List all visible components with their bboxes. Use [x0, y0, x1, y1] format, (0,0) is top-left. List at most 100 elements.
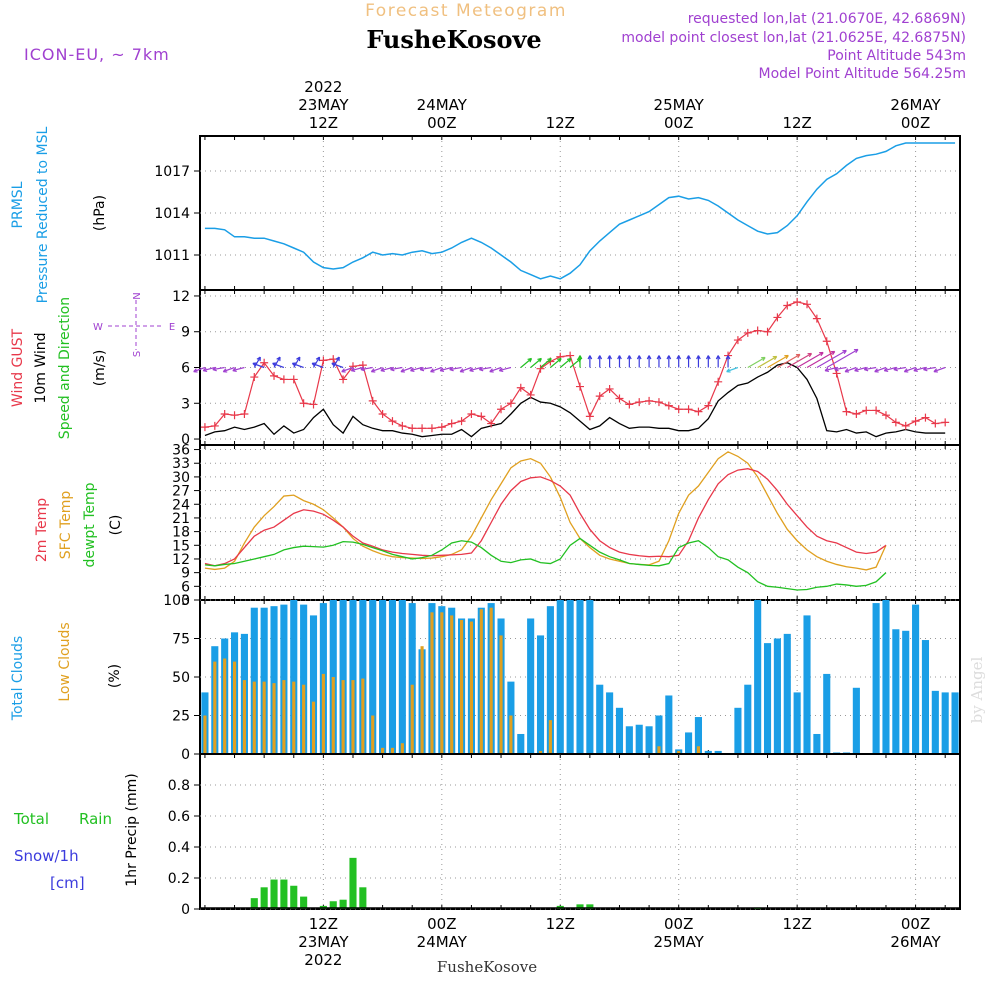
- wind-dir-arrow: [864, 366, 877, 371]
- total-cloud-bar: [685, 732, 693, 754]
- rain-bar: [300, 896, 308, 909]
- gust-marker: [595, 392, 604, 401]
- low-cloud-bar: [282, 680, 286, 754]
- compass-e: E: [169, 322, 175, 333]
- low-cloud-bar: [657, 746, 661, 754]
- gust-marker: [822, 337, 831, 346]
- time-label-bottom: 24MAY: [417, 933, 468, 951]
- y-tick-label: 24: [172, 497, 190, 513]
- gust-marker: [684, 405, 693, 414]
- total-cloud-bar: [803, 615, 811, 754]
- wind-dir-arrow: [806, 350, 836, 369]
- wind-dir-arrowhead: [893, 366, 898, 372]
- gust-marker: [901, 421, 910, 430]
- gust-marker: [654, 398, 663, 407]
- low-cloud-bar: [479, 609, 483, 754]
- gust-marker: [605, 384, 614, 393]
- low-cloud-bar: [509, 715, 513, 754]
- low-cloud-bar: [410, 684, 414, 754]
- gust-marker: [289, 375, 298, 384]
- gust-marker: [250, 373, 259, 382]
- panel-pressure: 1011 1014 1017: [154, 135, 961, 291]
- compass-s: S: [132, 351, 143, 357]
- y-tick-label: 3: [181, 593, 190, 609]
- wind-dir-arrow: [469, 366, 482, 372]
- total-cloud-bar: [309, 615, 318, 754]
- low-cloud-bar: [469, 621, 473, 754]
- gust-marker: [398, 421, 407, 430]
- total-cloud-bar: [931, 690, 939, 754]
- wind-dir-arrowhead: [646, 355, 652, 360]
- y-tick-label: 6: [181, 361, 190, 377]
- gust-marker: [842, 407, 851, 416]
- wind-dir-arrow: [371, 366, 383, 373]
- wind-dir-arrowhead: [819, 351, 824, 357]
- wind-dir-arrowhead: [256, 356, 261, 362]
- wind-dir-arrowhead: [795, 353, 801, 359]
- total-cloud-bar: [408, 603, 416, 754]
- low-cloud-bar: [450, 615, 454, 754]
- wind-dir-arrow: [430, 366, 443, 373]
- credit-text: by Angel: [968, 656, 986, 723]
- total-cloud-bar: [369, 600, 377, 754]
- wind-dir-arrow: [439, 366, 452, 372]
- wind-dir-arrowhead: [557, 357, 562, 363]
- y-tick-label: 0: [181, 902, 190, 918]
- wind-dir-arrow: [212, 366, 225, 371]
- wind-dir-arrow: [272, 362, 285, 369]
- wind-dir-arrow: [292, 362, 304, 369]
- wind-dir-arrowhead: [410, 367, 415, 373]
- panel-frame: [199, 444, 961, 601]
- y-tick-label: 0: [181, 747, 190, 763]
- wind-dir-arrowhead: [331, 362, 336, 367]
- gust-marker: [487, 419, 496, 428]
- wind-dir-arrow: [193, 366, 206, 373]
- low-cloud-bar: [232, 661, 237, 754]
- gust-marker: [645, 396, 654, 405]
- gust-marker: [240, 410, 249, 418]
- gust-marker: [674, 405, 683, 414]
- total-cloud-bar: [388, 600, 397, 754]
- low-cloud-bar: [420, 646, 424, 754]
- y-tick-label: 25: [172, 709, 190, 725]
- gust-marker: [437, 423, 446, 432]
- wind-dir-arrow: [796, 351, 824, 369]
- wind-label: 10m Wind: [33, 332, 49, 403]
- wind-dir-arrowhead: [212, 366, 217, 372]
- y-tick-label: 9: [181, 566, 190, 582]
- prmsl-line: [204, 142, 956, 280]
- wind-dir-arrow: [777, 353, 801, 369]
- total-cloud-bar: [398, 600, 406, 754]
- wind-dir-arrowhead: [370, 368, 376, 373]
- wind-dir-arrowhead: [272, 362, 277, 367]
- total-cloud-bar: [783, 633, 791, 754]
- low-cloud-bar: [538, 750, 543, 754]
- gust-marker: [200, 423, 209, 432]
- gust-marker: [664, 401, 673, 410]
- y-tick-label: 27: [172, 484, 190, 500]
- gust-marker: [260, 358, 269, 367]
- wind-dir-arrow: [530, 358, 542, 368]
- wind-dir-arrowhead: [335, 356, 340, 362]
- y-tick-label: 21: [172, 511, 190, 527]
- time-label-bottom: 12Z: [782, 915, 811, 933]
- gust-marker: [585, 412, 594, 421]
- gust-marker: [457, 417, 466, 426]
- low-cloud-bar: [400, 743, 404, 754]
- wind-dir-arrow: [459, 366, 472, 373]
- total-cloud-bar: [744, 684, 752, 754]
- total-cloud-bar: [250, 607, 258, 754]
- wind-dir-arrow: [341, 366, 354, 373]
- wind-dir-arrowhead: [296, 356, 301, 362]
- t2m-line: [204, 468, 887, 567]
- wind-dir-arrowhead: [439, 367, 445, 373]
- wind-dir-arrow: [726, 366, 739, 373]
- gust-marker: [793, 297, 802, 306]
- temp-unit-label: (C): [108, 515, 124, 536]
- wind-dir-arrow: [559, 358, 572, 368]
- wind-dir-arrow: [449, 366, 462, 371]
- wind-dir-arrowhead: [725, 355, 731, 360]
- time-label-bottom: 00Z: [427, 915, 456, 933]
- rain-bar: [329, 901, 337, 909]
